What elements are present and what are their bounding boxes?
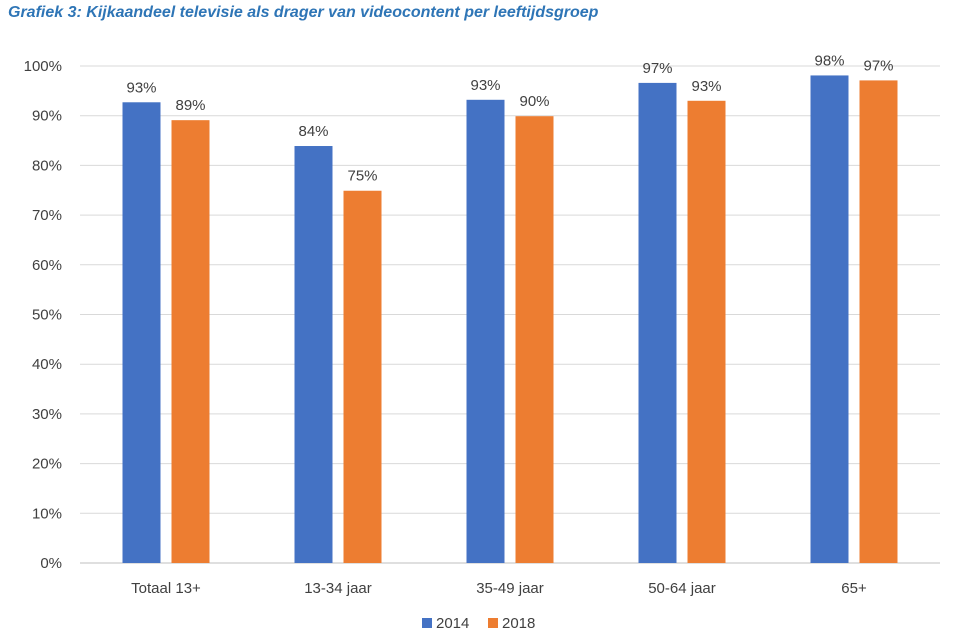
bar [687,100,726,563]
x-tick-label: 13-34 jaar [304,580,372,597]
x-axis-ticks: Totaal 13+ 13-34 jaar 35-49 jaar 50-64 jaar… [131,580,867,597]
y-tick-label: 20% [32,456,62,473]
data-label: 97% [863,57,893,74]
data-label: 84% [298,123,328,140]
y-tick-label: 90% [32,108,62,125]
y-tick-label: 40% [32,356,62,373]
data-label: 89% [175,97,205,114]
bars [122,75,898,564]
y-tick-label: 70% [32,207,62,224]
y-tick-label: 30% [32,406,62,423]
bar [466,99,505,564]
bar [810,75,849,564]
bar [171,120,210,563]
data-label: 93% [691,78,721,95]
legend-swatch [488,618,498,628]
bar [638,82,677,563]
legend-label: 2018 [502,615,535,632]
bar [294,146,333,563]
data-label: 93% [470,77,500,94]
y-tick-label: 50% [32,307,62,324]
legend-label: 2014 [436,615,469,632]
x-tick-label: 65+ [841,580,867,597]
data-label: 75% [347,168,377,185]
bar [859,80,898,564]
data-labels: 93% 89% 84% 75% 93% 90% 97% 93% 98% 97% [126,52,893,184]
y-tick-label: 100% [24,58,62,75]
y-tick-label: 0% [40,555,62,572]
data-label: 90% [519,93,549,110]
y-tick-label: 10% [32,505,62,522]
y-tick-label: 60% [32,257,62,274]
y-axis-ticks: 0% 10% 20% 30% 40% 50% 60% 70% 80% 90% 100% [24,58,62,572]
x-tick-label: 35-49 jaar [476,580,544,597]
chart-title: Grafiek 3: Kijkaandeel televisie als dra… [8,4,599,21]
legend: 2014 2018 [422,615,535,632]
data-label: 97% [642,60,672,77]
y-tick-label: 80% [32,157,62,174]
bar [515,116,554,564]
gridlines [80,65,940,564]
bar [122,102,161,563]
legend-swatch [422,618,432,628]
x-tick-label: 50-64 jaar [648,580,716,597]
data-label: 98% [814,52,844,69]
data-label: 93% [126,79,156,96]
bar [343,190,382,563]
x-tick-label: Totaal 13+ [131,580,201,597]
